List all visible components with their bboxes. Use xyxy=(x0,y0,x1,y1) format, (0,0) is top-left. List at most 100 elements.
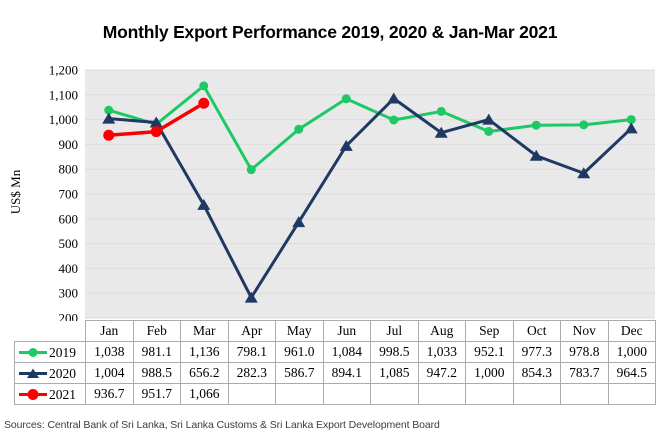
value-cell xyxy=(275,383,324,405)
value-cell: 947.2 xyxy=(417,362,466,384)
y-tick-label: 1,100 xyxy=(49,87,78,102)
y-tick-label: 900 xyxy=(59,137,79,152)
series-2020-marker xyxy=(387,92,401,104)
month-header: Jun xyxy=(322,320,371,342)
series-2019-marker xyxy=(626,115,636,125)
series-2019-marker xyxy=(294,124,304,134)
y-tick-label: 400 xyxy=(59,261,79,276)
series-2020-line xyxy=(107,97,633,300)
series-2020-marker xyxy=(339,139,353,151)
month-header: Feb xyxy=(132,320,181,342)
series-2020-marker xyxy=(624,122,638,134)
value-cell xyxy=(512,383,561,405)
month-header: May xyxy=(275,320,324,342)
series-2019-legend-icon xyxy=(19,347,47,357)
series-2020-marker xyxy=(149,116,163,128)
value-cell: 1,033 xyxy=(417,341,466,363)
value-cell: 1,000 xyxy=(465,362,514,384)
series-2020-marker xyxy=(482,113,496,125)
value-cell xyxy=(322,383,371,405)
series-2020-marker xyxy=(577,167,591,179)
table-corner-cell xyxy=(15,321,86,342)
series-2021-label: 2021 xyxy=(49,386,76,402)
legend-cell-2019: 2019 xyxy=(14,341,86,363)
table-header-row: Jan Feb Mar Apr May Jun Jul Aug Sep Oct Nov Dec xyxy=(15,320,656,342)
series-2021-marker xyxy=(150,126,162,138)
value-cell: 964.5 xyxy=(607,362,656,384)
value-cell: 977.3 xyxy=(512,341,561,363)
value-cell xyxy=(465,383,514,405)
value-cell: 1,038 xyxy=(85,341,134,363)
series-2020-marker xyxy=(197,198,211,210)
value-cell: 951.7 xyxy=(132,383,181,405)
value-cell: 894.1 xyxy=(322,362,371,384)
month-header: Mar xyxy=(180,320,229,342)
value-cell: 981.1 xyxy=(132,341,181,363)
series-2019-line xyxy=(107,84,633,172)
series-2019-marker xyxy=(436,106,446,116)
value-cell: 1,066 xyxy=(180,383,229,405)
y-tick-label: 200 xyxy=(59,311,79,322)
table-row-2019: 2019 1,038 981.1 1,136 798.1 961.0 1,084 998.5 1… xyxy=(14,341,656,363)
value-cell: 1,084 xyxy=(322,341,371,363)
value-cell: 978.8 xyxy=(560,341,609,363)
value-cell: 854.3 xyxy=(512,362,561,384)
series-2019-marker xyxy=(389,115,399,125)
value-cell: 282.3 xyxy=(227,362,276,384)
value-cell: 961.0 xyxy=(275,341,324,363)
value-cell xyxy=(370,383,419,405)
y-tick-label: 1,000 xyxy=(49,112,78,127)
series-2020-label: 2020 xyxy=(49,365,76,381)
value-cell: 1,004 xyxy=(85,362,134,384)
value-cell xyxy=(560,383,609,405)
y-tick-label: 500 xyxy=(59,236,79,251)
month-header: Oct xyxy=(512,320,561,342)
y-tick-label: 700 xyxy=(59,187,79,202)
value-cell xyxy=(227,383,276,405)
series-2020-marker xyxy=(529,149,543,161)
value-cell: 936.7 xyxy=(85,383,134,405)
value-cell xyxy=(417,383,466,405)
value-cell: 783.7 xyxy=(560,362,609,384)
legend-cell-2020: 2020 xyxy=(14,362,86,384)
value-cell: 998.5 xyxy=(370,341,419,363)
series-2020-marker xyxy=(434,126,448,138)
month-header: Jul xyxy=(370,320,419,342)
series-2019-marker xyxy=(341,94,351,104)
value-cell: 988.5 xyxy=(132,362,181,384)
table-row-2020: 2020 1,004 988.5 656.2 282.3 586.7 894.1 1,085 9… xyxy=(14,362,656,384)
value-cell: 1,136 xyxy=(180,341,229,363)
data-table: Jan Feb Mar Apr May Jun Jul Aug Sep Oct Nov Dec 2019… xyxy=(14,320,656,405)
value-cell: 586.7 xyxy=(275,362,324,384)
series-2019-marker xyxy=(484,126,494,136)
value-cell: 798.1 xyxy=(227,341,276,363)
series-2019-marker xyxy=(104,105,114,115)
series-2019-marker xyxy=(531,120,541,130)
chart-title: Monthly Export Performance 2019, 2020 & … xyxy=(102,22,558,42)
source-note: Sources: Central Bank of Sri Lanka, Sri … xyxy=(4,419,440,431)
series-2019-label: 2019 xyxy=(49,344,76,360)
table-row-2021: 2021 936.7 951.7 1,066 xyxy=(14,383,656,405)
series-2020-marker xyxy=(244,291,258,303)
month-header: Jan xyxy=(85,320,134,342)
month-header: Apr xyxy=(227,320,276,342)
y-tick-label: 800 xyxy=(59,162,79,177)
series-2019-marker xyxy=(246,165,256,175)
legend-cell-2021: 2021 xyxy=(14,383,86,405)
y-tick-label: 300 xyxy=(59,286,79,301)
value-cell: 1,085 xyxy=(370,362,419,384)
value-cell: 952.1 xyxy=(465,341,514,363)
value-cell xyxy=(607,383,656,405)
month-header: Nov xyxy=(560,320,609,342)
series-2019-marker xyxy=(579,120,589,130)
month-header: Sep xyxy=(465,320,514,342)
month-header: Aug xyxy=(417,320,466,342)
value-cell: 656.2 xyxy=(180,362,229,384)
y-tick-label: 1,200 xyxy=(49,63,78,78)
y-tick-label: 600 xyxy=(59,211,79,226)
series-2019-marker xyxy=(199,81,209,91)
series-2021-marker xyxy=(103,129,115,141)
series-2021-marker xyxy=(198,97,210,109)
month-header: Dec xyxy=(607,320,656,342)
series-2020-legend-icon xyxy=(19,368,47,378)
